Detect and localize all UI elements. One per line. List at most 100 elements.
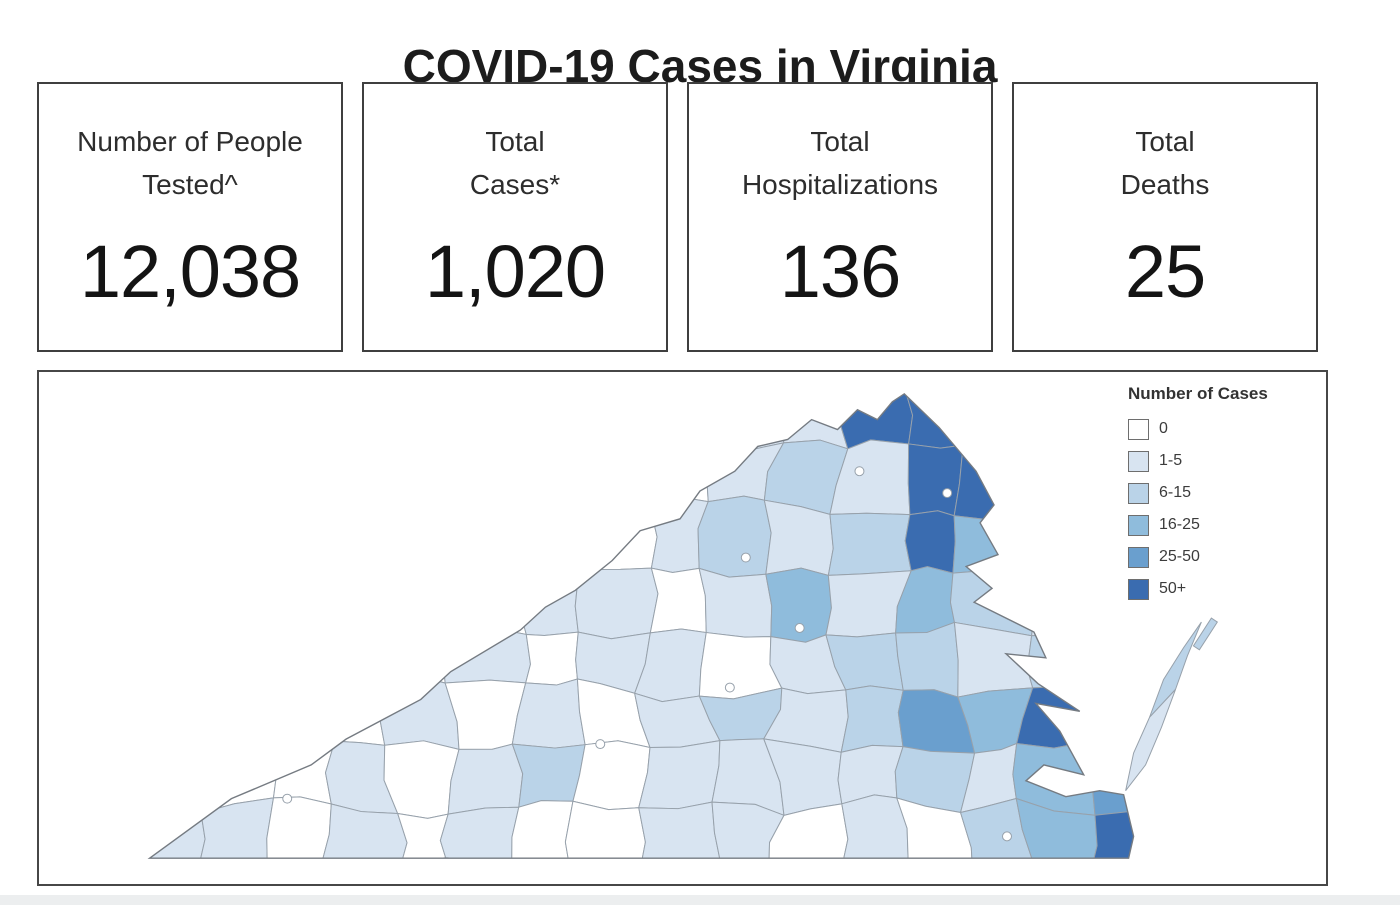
county-region[interactable] (132, 382, 209, 446)
county-region[interactable] (582, 438, 650, 509)
county-region[interactable] (124, 559, 204, 631)
county-region[interactable] (197, 560, 268, 633)
county-region[interactable] (521, 503, 589, 578)
county-region[interactable] (315, 446, 395, 509)
legend-item-6-15[interactable]: 6-15 (1128, 477, 1318, 509)
county-region[interactable] (378, 451, 465, 509)
eastern-shore-region[interactable] (1125, 689, 1176, 792)
county-region[interactable] (453, 502, 525, 578)
county-region[interactable] (127, 503, 205, 578)
county-region[interactable] (1036, 393, 1107, 454)
county-region[interactable] (837, 744, 904, 805)
county-region[interactable] (373, 389, 457, 460)
county-region[interactable] (564, 800, 646, 875)
county-region[interactable] (129, 747, 209, 815)
county-region[interactable] (262, 498, 338, 567)
county-region[interactable] (839, 794, 910, 875)
county-region[interactable] (1081, 620, 1147, 687)
county-region[interactable] (711, 801, 785, 874)
county-region[interactable] (252, 616, 338, 689)
county-region[interactable] (952, 515, 1034, 574)
county-region[interactable] (396, 812, 449, 863)
county-region[interactable] (505, 383, 585, 450)
county-region[interactable] (638, 740, 721, 810)
county-region[interactable] (132, 801, 206, 870)
county-region[interactable] (896, 797, 974, 875)
county-region[interactable] (266, 737, 336, 805)
county-region[interactable] (895, 621, 959, 698)
county-region[interactable] (574, 567, 659, 640)
legend-item-25-50[interactable]: 25-50 (1128, 541, 1318, 573)
county-region[interactable] (387, 505, 465, 573)
county-region[interactable] (572, 740, 651, 811)
county-region[interactable] (1081, 678, 1152, 744)
county-region[interactable] (1030, 446, 1098, 519)
county-region[interactable] (318, 803, 408, 872)
eastern-shore-region[interactable] (1192, 617, 1219, 651)
county-region[interactable] (519, 568, 580, 636)
county-region[interactable] (189, 621, 273, 696)
county-region[interactable] (953, 444, 1038, 522)
independent-city-marker[interactable] (282, 793, 293, 804)
county-region[interactable] (698, 567, 773, 638)
county-region[interactable] (260, 441, 337, 515)
county-region[interactable] (640, 442, 715, 503)
county-region[interactable] (768, 803, 849, 881)
independent-city-marker[interactable] (942, 488, 953, 499)
county-region[interactable] (698, 632, 783, 700)
county-region[interactable] (383, 740, 460, 819)
county-region[interactable] (1015, 797, 1098, 870)
county-region[interactable] (1031, 560, 1096, 637)
county-region[interactable] (441, 627, 531, 684)
county-region[interactable] (127, 440, 209, 508)
legend-item-1-5[interactable]: 1-5 (1128, 445, 1318, 477)
county-region[interactable] (525, 631, 579, 686)
independent-city-marker[interactable] (740, 552, 751, 563)
virginia-choropleth-map[interactable] (39, 372, 1326, 884)
county-region[interactable] (192, 391, 277, 443)
county-region[interactable] (197, 797, 275, 874)
county-region[interactable] (962, 392, 1040, 454)
county-region[interactable] (649, 567, 707, 634)
county-region[interactable] (1027, 512, 1091, 565)
county-region[interactable] (266, 679, 343, 745)
county-region[interactable] (644, 385, 715, 454)
county-region[interactable] (574, 385, 657, 445)
county-region[interactable] (323, 559, 392, 634)
county-region[interactable] (638, 801, 721, 873)
county-region[interactable] (261, 381, 320, 453)
county-region[interactable] (1026, 619, 1094, 689)
county-region[interactable] (192, 439, 267, 515)
county-region[interactable] (511, 800, 574, 876)
county-region[interactable] (697, 495, 772, 578)
legend-item-50+[interactable]: 50+ (1128, 573, 1318, 605)
county-region[interactable] (443, 384, 525, 455)
county-region[interactable] (380, 628, 456, 684)
county-region[interactable] (907, 443, 964, 517)
county-region[interactable] (192, 503, 267, 578)
county-region[interactable] (447, 743, 524, 815)
county-region[interactable] (315, 384, 382, 453)
county-region[interactable] (455, 448, 525, 508)
county-region[interactable] (322, 499, 394, 573)
independent-city-marker[interactable] (724, 682, 735, 693)
county-region[interactable] (123, 621, 199, 696)
county-region[interactable] (453, 564, 527, 636)
eastern-shore-region[interactable] (1149, 621, 1202, 718)
county-region[interactable] (578, 499, 658, 570)
county-region[interactable] (827, 512, 912, 576)
county-region[interactable] (953, 621, 1034, 698)
county-region[interactable] (333, 677, 386, 746)
independent-city-marker[interactable] (794, 623, 805, 633)
county-region[interactable] (439, 806, 520, 866)
legend-item-16-25[interactable]: 16-25 (1128, 509, 1318, 541)
county-region[interactable] (252, 559, 331, 629)
independent-city-marker[interactable] (595, 739, 606, 750)
independent-city-marker[interactable] (1002, 831, 1012, 842)
county-region[interactable] (123, 680, 209, 753)
county-region[interactable] (840, 685, 904, 753)
county-region[interactable] (959, 797, 1037, 875)
county-region[interactable] (387, 564, 463, 634)
legend-item-0[interactable]: 0 (1128, 413, 1318, 445)
county-region[interactable] (322, 617, 393, 681)
